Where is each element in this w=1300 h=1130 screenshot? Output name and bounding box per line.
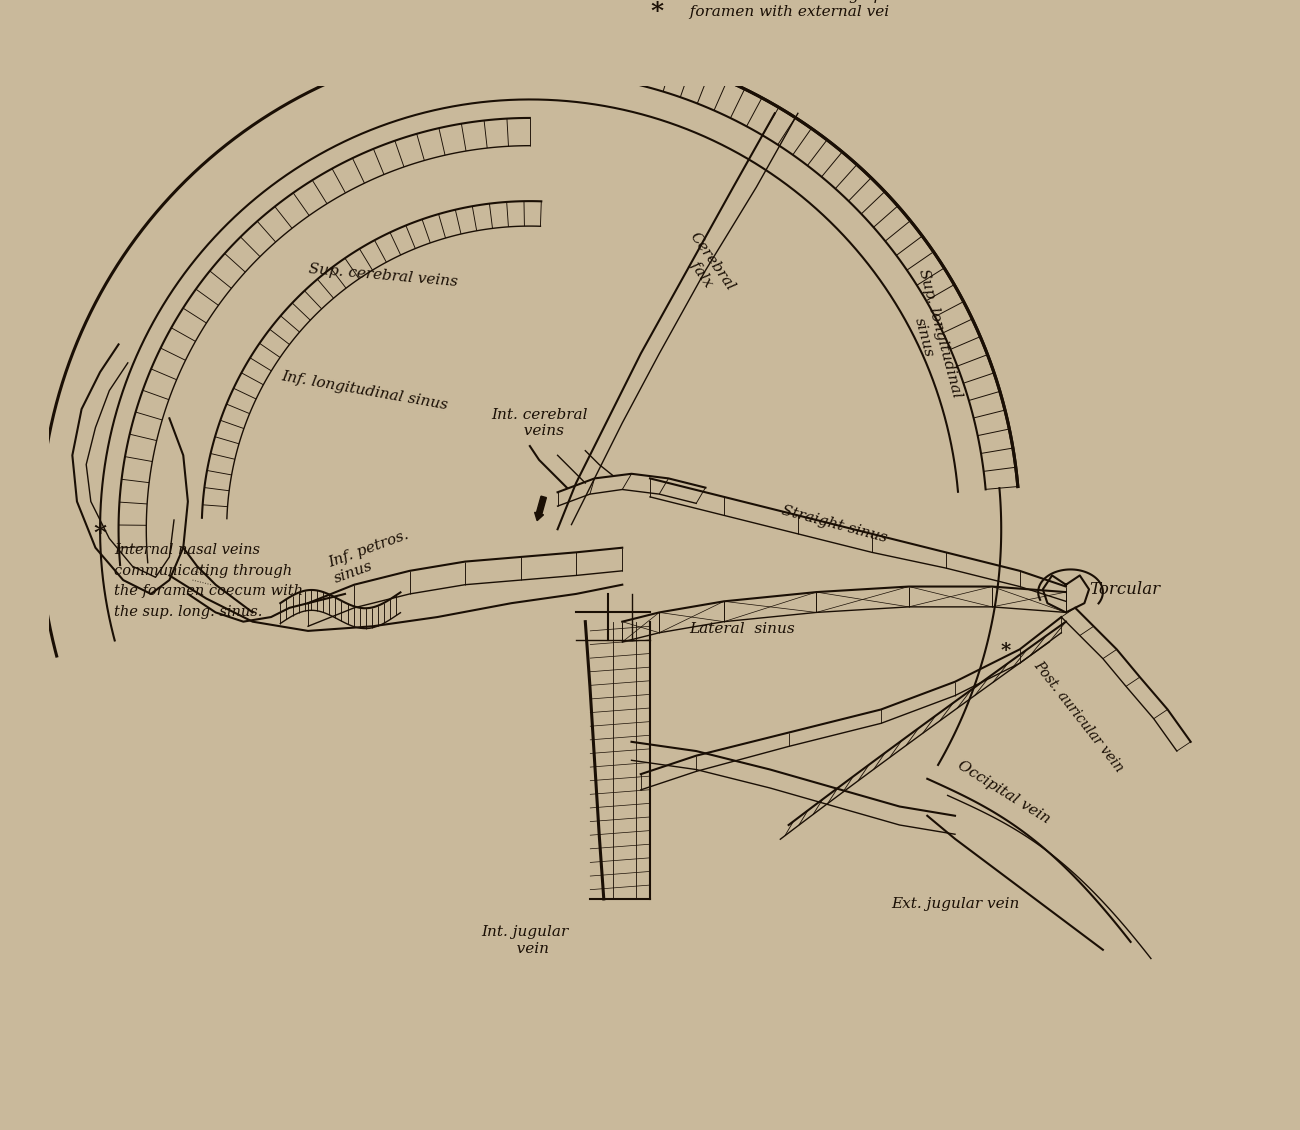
Text: Torcular: Torcular bbox=[1089, 581, 1160, 598]
Text: Post. auricular vein: Post. auricular vein bbox=[1031, 659, 1126, 775]
Text: Straight sinus: Straight sinus bbox=[780, 504, 889, 546]
Text: Sup. longitudinal
sinus: Sup. longitudinal sinus bbox=[900, 267, 963, 403]
Text: Occipital vein: Occipital vein bbox=[956, 758, 1053, 827]
Text: Sup. cerebral veins: Sup. cerebral veins bbox=[308, 261, 459, 288]
Text: Inf. longitudinal sinus: Inf. longitudinal sinus bbox=[281, 370, 450, 412]
Text: *: * bbox=[94, 522, 107, 546]
Text: Int. jugular
   vein: Int. jugular vein bbox=[481, 925, 569, 956]
Text: *: * bbox=[1001, 642, 1011, 660]
Text: Cerebral
  falx: Cerebral falx bbox=[673, 229, 737, 303]
Text: *: * bbox=[650, 0, 663, 24]
Text: Int. cerebral
  veins: Int. cerebral veins bbox=[491, 408, 588, 438]
Text: Inf. petros.
sinus: Inf. petros. sinus bbox=[326, 529, 416, 585]
Text: Lateral  sinus: Lateral sinus bbox=[689, 622, 796, 636]
Text: Communication through parieto-
  foramen with external vei: Communication through parieto- foramen w… bbox=[680, 0, 933, 19]
Bar bbox=[642, 41, 671, 63]
FancyArrow shape bbox=[534, 496, 546, 521]
Text: Internal nasal veins
communicating through
the foramen coecum with
the sup. long: Internal nasal veins communicating throu… bbox=[114, 544, 303, 619]
Text: Ext. jugular vein: Ext. jugular vein bbox=[891, 896, 1019, 911]
